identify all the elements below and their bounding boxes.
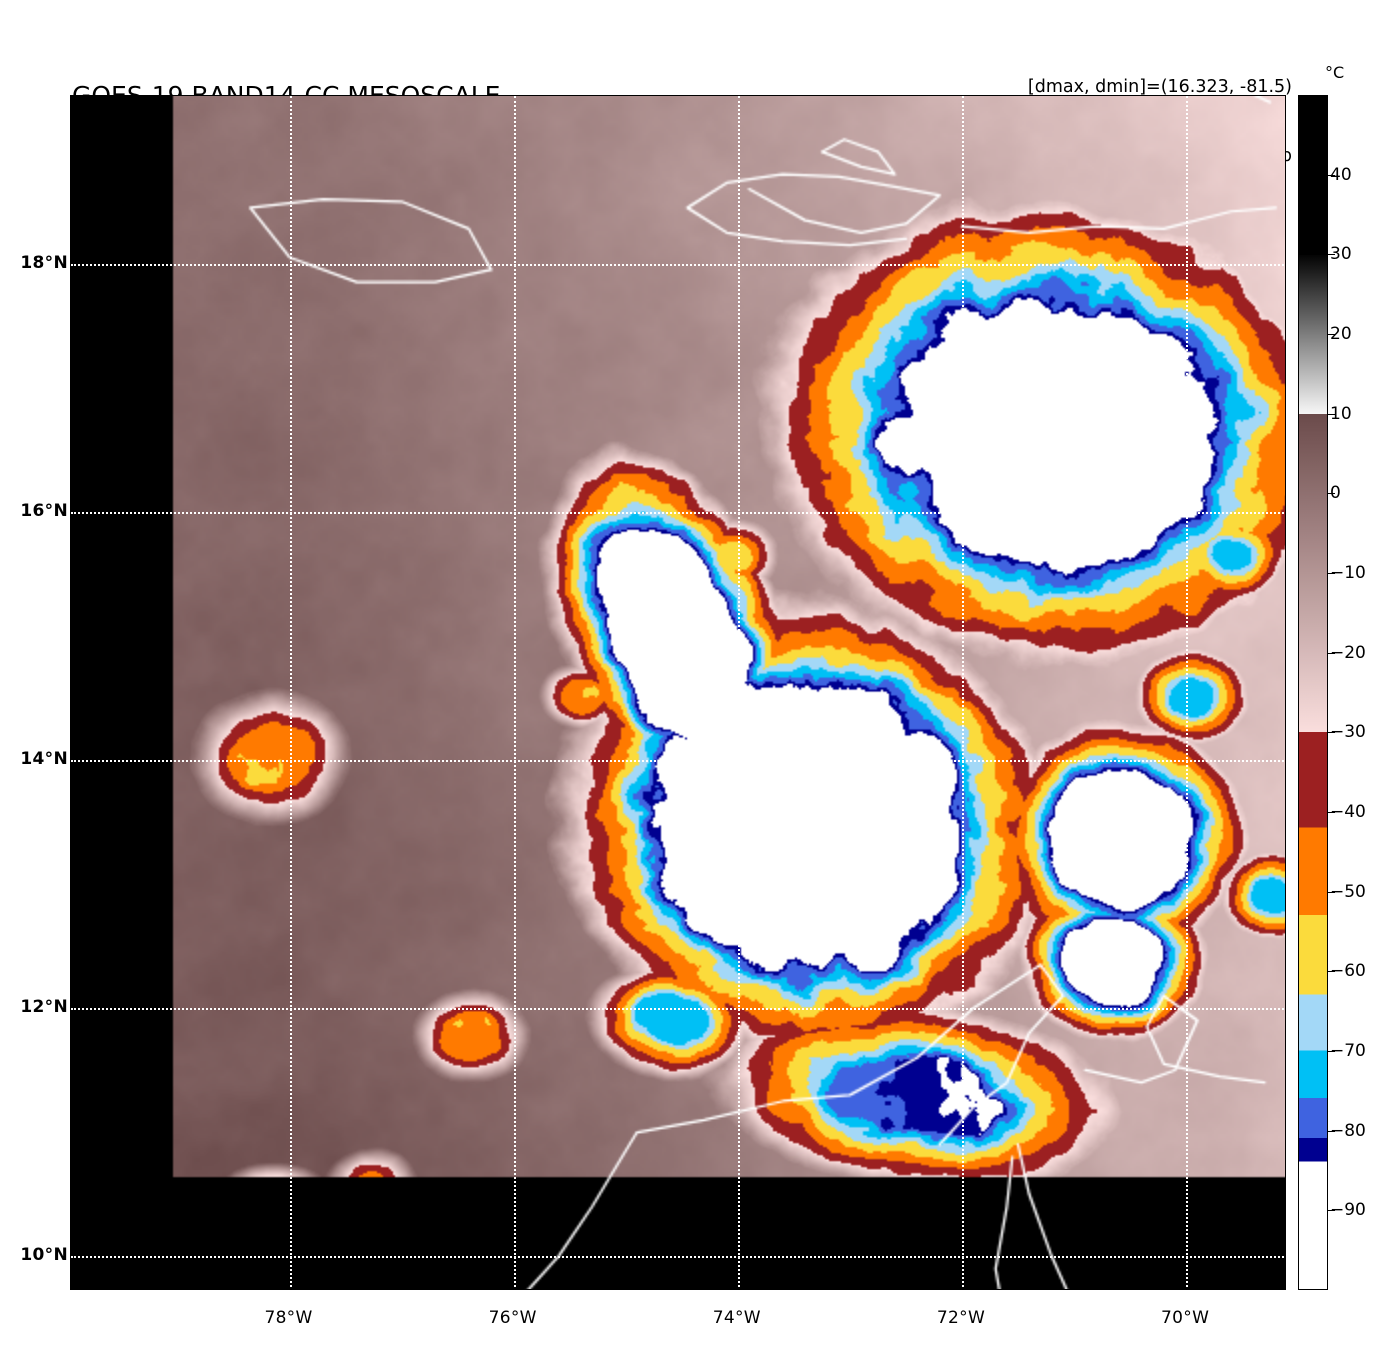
colorbar-tick-mark: [1328, 1051, 1335, 1052]
x-axis-tick-label: 72°W: [936, 1308, 986, 1328]
colorbar-tick-label: −10: [1330, 563, 1366, 583]
x-axis-tick-label: 76°W: [488, 1308, 537, 1328]
colorbar-tick-mark: [1328, 652, 1335, 654]
colorbar-tick-mark: [1328, 971, 1335, 973]
colorbar-tick-mark: [1328, 254, 1335, 256]
colorbar-tick-label: 40: [1330, 164, 1352, 185]
satellite-map[interactable]: Copyright © 2020-2025 Dapiya: [70, 95, 1286, 1290]
colorbar-tick-label: −50: [1330, 881, 1366, 902]
colorbar-tick-label: 0: [1330, 483, 1341, 504]
colorbar-tick-label: −40: [1330, 802, 1366, 822]
colorbar-tick-label: −80: [1330, 1120, 1366, 1141]
colorbar-tick-mark: [1328, 732, 1335, 734]
satellite-imagery-canvas: [71, 96, 1285, 1289]
y-axis-tick-label: 18°N: [20, 252, 68, 273]
colorbar-tick-mark: [1328, 174, 1335, 176]
colorbar-tick-label: 10: [1330, 403, 1352, 424]
colorbar-tick-mark: [1328, 573, 1335, 574]
colorbar-tick-label: 20: [1330, 324, 1352, 344]
colorbar-tick-mark: [1328, 812, 1335, 813]
y-axis-tick-label: 12°N: [20, 997, 68, 1018]
colorbar-tick-label: −30: [1330, 722, 1366, 743]
colorbar-tick-label: −60: [1330, 961, 1366, 982]
colorbar-tick-label: −90: [1330, 1200, 1366, 1221]
colorbar-tick-mark: [1328, 413, 1335, 415]
y-axis-tick-label: 10°N: [20, 1245, 68, 1266]
colorbar-tick-mark: [1328, 493, 1335, 495]
x-axis-tick-label: 70°W: [1161, 1308, 1210, 1328]
colorbar-tick-mark: [1328, 1130, 1335, 1132]
y-axis-tick-label: 14°N: [20, 748, 68, 769]
colorbar[interactable]: [1298, 95, 1328, 1290]
colorbar-tick-label: −20: [1330, 642, 1366, 663]
colorbar-tick-label: 30: [1330, 244, 1352, 265]
y-axis-tick-label: 16°N: [20, 500, 68, 521]
colorbar-tick-mark: [1328, 891, 1335, 893]
colorbar-tick-mark: [1328, 1210, 1335, 1212]
colorbar-unit-label: °C: [1325, 63, 1345, 82]
x-axis-tick-label: 74°W: [712, 1308, 761, 1328]
colorbar-tick-label: −70: [1330, 1041, 1366, 1061]
colorbar-tick-mark: [1328, 334, 1335, 335]
dmax-dmin-label: [dmax, dmin]=(16.323, -81.5): [1027, 77, 1292, 97]
x-axis-tick-label: 78°W: [264, 1308, 313, 1328]
colorbar-gradient: [1299, 96, 1327, 1289]
